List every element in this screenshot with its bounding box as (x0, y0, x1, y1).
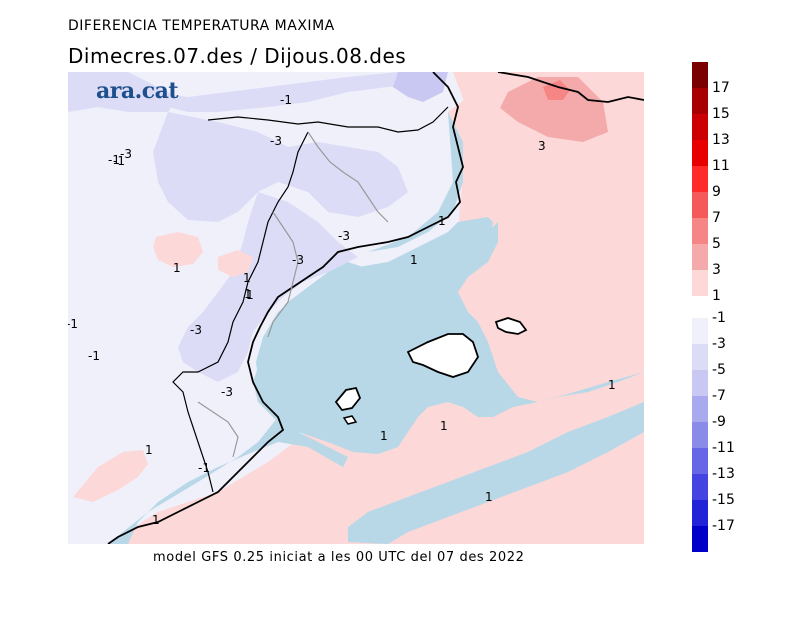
warm-blob-west (153, 232, 203, 267)
contour-label: 1 (410, 253, 418, 267)
border-aragon (267, 211, 299, 338)
map-title: DIFERENCIA TEMPERATURA MAXIMA (68, 18, 335, 34)
coastline-ne (497, 72, 644, 103)
contour-label: 3 (538, 139, 546, 153)
colorbar-segment (692, 448, 708, 474)
colorbar-segment (692, 218, 708, 244)
border-valencia (197, 401, 239, 458)
contour-label: 1 (152, 513, 160, 527)
contour-label: 1 (440, 419, 448, 433)
contour-label: 1 (608, 378, 616, 392)
island-ibiza (334, 386, 362, 411)
colorbar-label: -7 (712, 388, 726, 404)
colorbar-segment (692, 396, 708, 422)
sea-area (108, 112, 493, 544)
colorbar-segment (692, 88, 708, 114)
colorbar-label: -11 (712, 440, 735, 456)
colorbar-label: 13 (712, 132, 730, 148)
warm-region-east (108, 72, 644, 544)
contour-label: 1 (380, 429, 388, 443)
colorbar-segment (692, 62, 708, 88)
colorbar-segment (692, 500, 708, 526)
contour-label: -3 (190, 323, 202, 337)
colorbar-segment (692, 192, 708, 218)
temperature-map: -1 -1 -3 -1 -3 -3 1 -3 1 1 1 -1 -3 -1 1 … (68, 72, 644, 544)
colorbar-segment (692, 114, 708, 140)
contour-label: -3 (221, 385, 233, 399)
colorbar-label: 3 (712, 262, 721, 278)
cold-region-inland (178, 192, 358, 382)
colorbar-label: 17 (712, 80, 730, 96)
colorbar-segment (692, 140, 708, 166)
border-france-spain (207, 106, 449, 133)
contour-label: -3 (292, 253, 304, 267)
ara-cat-logo: ara.cat (96, 78, 179, 104)
colorbar-segment (692, 370, 708, 396)
sea-area-south (348, 402, 644, 544)
model-info: model GFS 0.25 iniciat a les 00 UTC del … (153, 550, 525, 565)
colorbar-label: -17 (712, 518, 735, 534)
colorbar-segment (692, 526, 708, 552)
colorbar-label: 11 (712, 158, 730, 174)
island-menorca (494, 317, 528, 335)
map-subtitle: Dimecres.07.des / Dijous.08.des (68, 44, 407, 68)
contour-label: 1 (173, 261, 181, 275)
cold-region-ne (393, 72, 448, 102)
cold-region-w (68, 72, 178, 112)
colorbar-label: -1 (712, 310, 726, 326)
colorbar-label: -3 (712, 336, 726, 352)
colorbar-label: -13 (712, 466, 735, 482)
colorbar-segment (692, 474, 708, 500)
contour-label: -3 (120, 147, 132, 161)
island-formentera (342, 415, 358, 425)
contour-label: -1 (198, 461, 210, 475)
border-region (172, 131, 309, 493)
colorbar-label: -5 (712, 362, 726, 378)
contour-label: -1 (68, 317, 78, 331)
contour-label: 1 (244, 287, 252, 301)
contour-label: 1 (438, 214, 446, 228)
contour-label: 1 (243, 271, 251, 285)
contour-label: -3 (338, 229, 350, 243)
colorbar-segment (692, 422, 708, 448)
warm-blob-southwest (73, 450, 148, 502)
colorbar-label: -9 (712, 414, 726, 430)
island-mallorca (406, 333, 479, 378)
colorbar-label: 7 (712, 210, 721, 226)
colorbar-segment (692, 344, 708, 370)
colorbar-segment (692, 270, 708, 296)
contour-label: 1 (485, 490, 493, 504)
colorbar-label: 5 (712, 236, 721, 252)
border-catalonia (307, 131, 389, 223)
contour-label: -1 (108, 153, 120, 167)
contour-label: 1 (145, 443, 153, 457)
colorbar-segment (692, 318, 708, 344)
colorbar-segment (692, 166, 708, 192)
contour-label: -1 (88, 349, 100, 363)
colorbar-label: 1 (712, 288, 721, 304)
warm-region-north (453, 72, 644, 112)
contour-label: -1 (280, 93, 292, 107)
contour-label: 1 (246, 288, 254, 302)
coastline (107, 72, 464, 544)
contour-label: -1 (113, 154, 125, 168)
warm-blob-inland (218, 250, 253, 277)
colorbar-label: 9 (712, 184, 721, 200)
colorbar-label: -15 (712, 492, 735, 508)
cold-region-central (153, 112, 408, 222)
colorbar-segment (692, 244, 708, 270)
colorbar-label: 15 (712, 106, 730, 122)
contour-label: -3 (270, 134, 282, 148)
